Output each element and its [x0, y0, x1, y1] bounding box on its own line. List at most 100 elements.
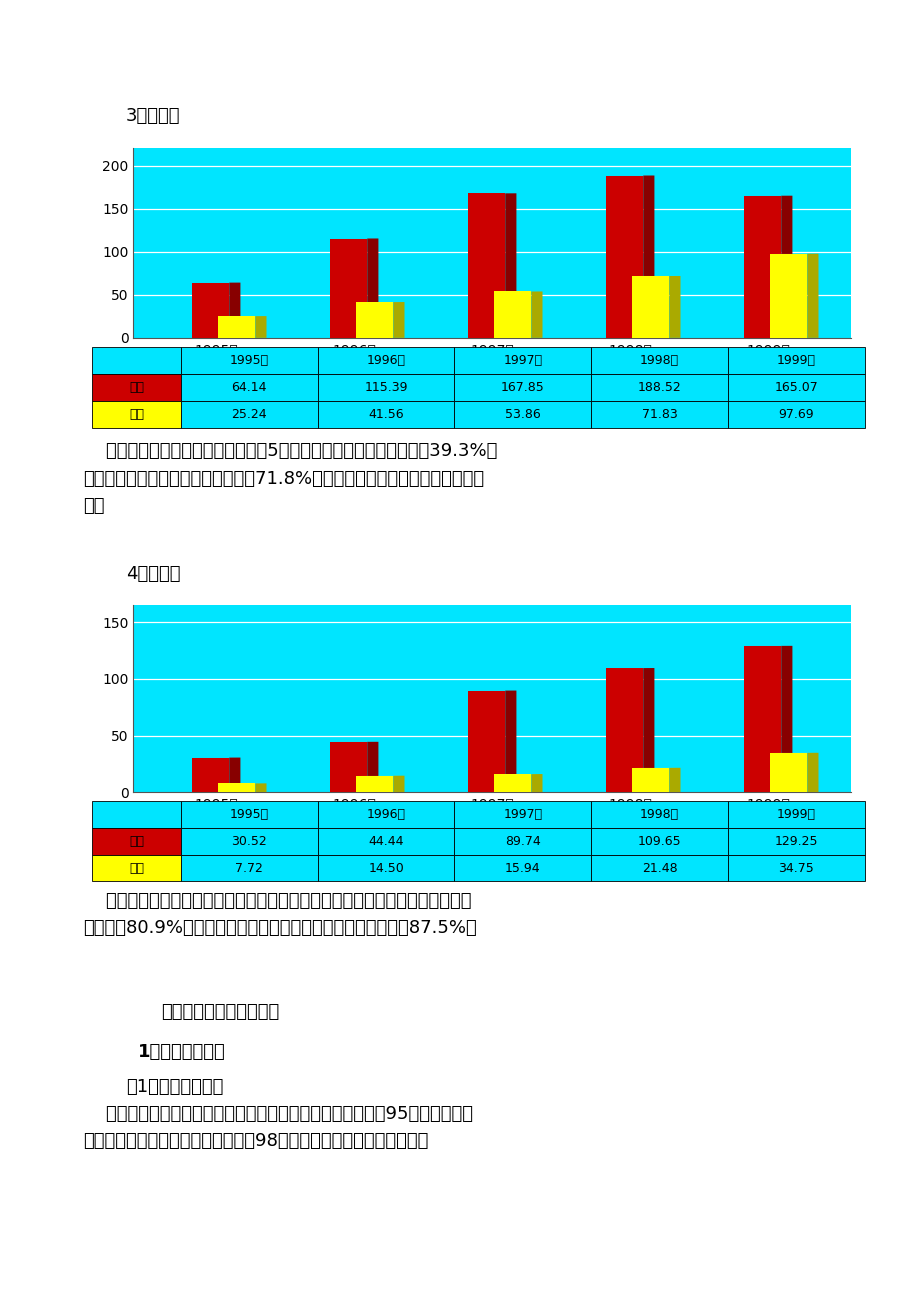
Text: 1999年: 1999年 [776, 809, 815, 822]
Text: 167.85: 167.85 [501, 381, 544, 395]
Text: 1996年: 1996年 [366, 809, 405, 822]
Bar [330, 742, 367, 792]
Bar [181, 346, 317, 374]
Text: 188.52: 188.52 [637, 381, 681, 395]
Bar [317, 801, 454, 828]
Bar [454, 854, 591, 881]
Polygon shape [255, 784, 267, 792]
Bar [92, 401, 181, 428]
Text: 25.24: 25.24 [232, 409, 267, 422]
Text: 30.52: 30.52 [232, 835, 267, 848]
Bar [769, 753, 807, 792]
Polygon shape [367, 238, 378, 337]
Polygon shape [531, 292, 542, 337]
Text: 64.14: 64.14 [232, 381, 267, 395]
Bar [92, 801, 181, 828]
Bar [454, 801, 591, 828]
Polygon shape [229, 758, 240, 792]
Bar [454, 828, 591, 854]
Text: 89.74: 89.74 [505, 835, 540, 848]
Bar [218, 784, 255, 792]
Bar [727, 854, 864, 881]
Bar [727, 828, 864, 854]
Bar [631, 276, 669, 337]
Bar [743, 646, 780, 792]
Polygon shape [531, 775, 542, 792]
Bar [591, 401, 727, 428]
Bar [92, 854, 181, 881]
Text: 115.39: 115.39 [364, 381, 407, 395]
Bar [317, 401, 454, 428]
Bar [356, 302, 393, 337]
Polygon shape [642, 668, 653, 792]
Text: 7.72: 7.72 [235, 862, 263, 875]
Polygon shape [367, 742, 378, 792]
Text: 1995年: 1995年 [230, 809, 268, 822]
Polygon shape [393, 302, 404, 337]
Bar [92, 374, 181, 401]
Bar [727, 346, 864, 374]
Text: 71.83: 71.83 [641, 409, 676, 422]
Bar [317, 374, 454, 401]
Text: 1、核心指标分析: 1、核心指标分析 [138, 1043, 225, 1061]
Bar [591, 854, 727, 881]
Bar [727, 401, 864, 428]
Polygon shape [642, 176, 653, 337]
Bar [631, 768, 669, 792]
Text: 53.86: 53.86 [505, 409, 540, 422]
Text: 165.07: 165.07 [774, 381, 817, 395]
Bar [181, 828, 317, 854]
Polygon shape [669, 276, 680, 337]
Bar [494, 292, 531, 337]
Polygon shape [505, 690, 516, 792]
Text: 由于长虹连年高额的净利润，再加上股东的再投入，使企业净资产高速增长，
年均增长80.9%，康佳虑绝对数较小，但增幅也很大，年均增长87.5%。: 由于长虹连年高额的净利润，再加上股东的再投入，使企业净资产高速增长， 年均增长8… [83, 892, 476, 937]
Text: 3、总资产: 3、总资产 [126, 107, 180, 125]
Polygon shape [807, 753, 818, 792]
Bar [454, 346, 591, 374]
Polygon shape [229, 283, 240, 337]
Bar [181, 374, 317, 401]
Bar [192, 283, 229, 337]
Bar [181, 401, 317, 428]
Bar [192, 758, 229, 792]
Polygon shape [780, 195, 791, 337]
Text: 1998年: 1998年 [640, 809, 678, 822]
Text: 长虹: 长虹 [129, 381, 143, 395]
Bar [591, 346, 727, 374]
Text: 净资产收益率反映企业所有者权益的获利能力。两家公司自95年以来都呼下
降态，但长虹的下降幅度更大，并且98年开始净资产收益率低于康佳。: 净资产收益率反映企业所有者权益的获利能力。两家公司自95年以来都呼下 降态，但长… [83, 1104, 472, 1150]
Text: 14.50: 14.50 [368, 862, 403, 875]
Bar [181, 801, 317, 828]
Bar [727, 801, 864, 828]
Bar [769, 254, 807, 337]
Text: 1997年: 1997年 [503, 354, 542, 367]
Polygon shape [807, 254, 818, 337]
Bar [591, 828, 727, 854]
Bar [606, 176, 642, 337]
Text: 康佳: 康佳 [129, 409, 143, 422]
Polygon shape [780, 646, 791, 792]
Text: 4、净资产: 4、净资产 [126, 565, 180, 583]
Bar [468, 193, 505, 337]
Text: 34.75: 34.75 [777, 862, 813, 875]
Polygon shape [505, 193, 516, 337]
Text: 109.65: 109.65 [637, 835, 681, 848]
Text: 1998年: 1998年 [640, 354, 678, 367]
Polygon shape [255, 316, 267, 337]
Bar [330, 238, 367, 337]
Bar [591, 801, 727, 828]
Bar [218, 316, 255, 337]
Bar [727, 374, 864, 401]
Bar [454, 401, 591, 428]
Text: （1）净资产收益率: （1）净资产收益率 [126, 1078, 223, 1096]
Text: 1996年: 1996年 [366, 354, 405, 367]
Bar [181, 854, 317, 881]
Bar [317, 854, 454, 881]
Text: 41.56: 41.56 [368, 409, 403, 422]
Bar [317, 828, 454, 854]
Polygon shape [393, 776, 404, 792]
Bar [606, 668, 642, 792]
Polygon shape [669, 768, 680, 792]
Bar [92, 346, 181, 374]
Text: 康佳: 康佳 [129, 862, 143, 875]
Bar [454, 374, 591, 401]
